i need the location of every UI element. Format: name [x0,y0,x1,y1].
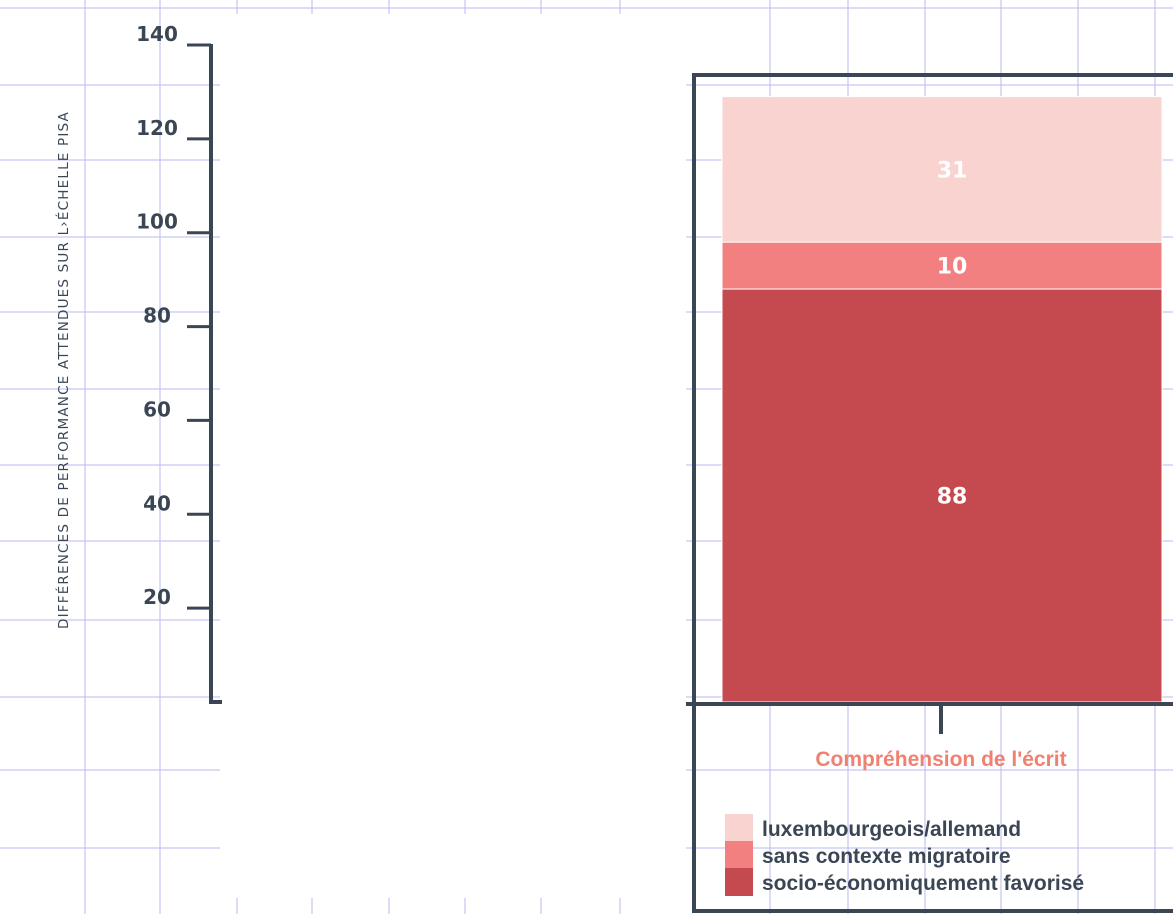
y-tick-label: 120 [136,116,178,140]
legend-swatch [725,841,753,869]
x-category-label: Compréhension de l'écrit [815,748,1066,771]
bar-segment [721,96,1163,243]
y-tick-label: 20 [143,585,171,609]
legend-label: socio-économiquement favorisé [762,872,1084,895]
data-label: 31 [937,158,968,183]
legend-label: luxembourgeois/allemand [762,818,1021,841]
bar-segment [721,288,1163,703]
y-tick-label: 100 [136,210,178,234]
legend: luxembourgeois/allemand sans contexte mig… [725,814,1084,896]
data-label: 88 [937,485,968,510]
data-label: 10 [937,255,968,280]
y-axis: 20 40 60 80 100 120 140 [136,22,222,704]
y-tick-label: 40 [143,491,171,515]
y-tick-label: 140 [136,22,178,46]
panel-frame [692,73,1173,913]
legend-swatch [725,814,753,842]
y-tick-label: 80 [143,304,171,328]
chart-panel [692,73,1173,913]
bar-segment [721,241,1163,290]
y-axis-label: DIFFÉRENCES DE PERFORMANCE ATTENDUES SUR… [55,111,72,629]
y-tick-label: 60 [143,397,171,421]
legend-swatch [725,868,753,896]
x-axis: Compréhension de l'écrit [686,702,1173,771]
legend-label: sans contexte migratoire [762,845,1011,868]
bars-group: 88 10 31 [721,96,1163,703]
